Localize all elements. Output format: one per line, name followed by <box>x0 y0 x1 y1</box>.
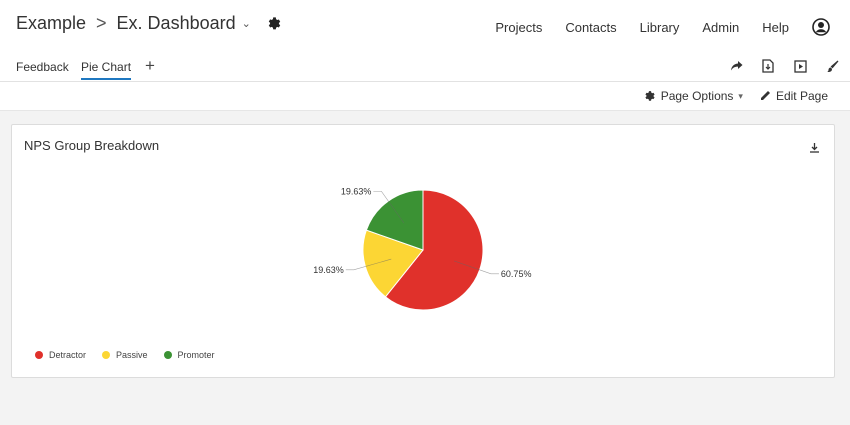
pie-chart: 60.75% 19.63% 19.63% <box>313 186 532 311</box>
page-options-label: Page Options <box>660 89 734 103</box>
dashboard-name[interactable]: Ex. Dashboard <box>116 13 236 33</box>
legend-swatch <box>35 351 43 359</box>
dashboard-toolbar <box>712 58 840 74</box>
pencil-icon <box>760 91 770 100</box>
breadcrumb-project[interactable]: Example <box>16 13 87 33</box>
nav-projects[interactable]: Projects <box>495 19 543 35</box>
tab-pie-chart[interactable]: Pie Chart <box>81 60 132 80</box>
legend-item-promoter[interactable]: Promoter <box>163 350 215 360</box>
breadcrumb-separator: > <box>96 13 107 33</box>
add-tab-button[interactable]: + <box>145 56 155 75</box>
data-label-detractor: 60.75% <box>501 269 532 279</box>
chevron-down-icon[interactable]: ⌄ <box>241 18 251 30</box>
share-icon[interactable] <box>728 58 744 74</box>
edit-page-button[interactable]: Edit Page <box>759 89 828 103</box>
nav-contacts[interactable]: Contacts <box>565 19 617 35</box>
present-icon[interactable] <box>792 58 808 74</box>
legend-label: Passive <box>116 350 148 360</box>
legend-label: Detractor <box>49 350 87 360</box>
widget-title: NPS Group Breakdown <box>24 138 160 153</box>
page-options-button[interactable]: Page Options ▾ <box>644 89 743 103</box>
paint-brush-icon[interactable] <box>824 58 840 74</box>
page-options-bar: Page Options ▾ Edit Page <box>0 82 850 111</box>
chart-legend: Detractor Passive Promoter <box>35 350 231 360</box>
nps-widget: NPS Group Breakdown 60.75% 19.63% 19.63% D… <box>11 124 835 378</box>
gear-icon <box>645 91 655 101</box>
legend-swatch <box>163 351 172 359</box>
main-nav: Projects Contacts Library Admin Help <box>495 18 850 36</box>
download-icon[interactable] <box>809 140 820 158</box>
nav-admin[interactable]: Admin <box>702 19 740 35</box>
legend-item-detractor[interactable]: Detractor <box>35 350 86 360</box>
breadcrumb: Example > Ex. Dashboard ⌄ <box>16 13 282 34</box>
legend-swatch <box>102 351 111 359</box>
legend-label: Promoter <box>177 350 215 360</box>
export-icon[interactable] <box>760 58 776 74</box>
leader-line <box>345 258 392 271</box>
leader-line <box>454 260 499 275</box>
chevron-down-icon: ▾ <box>738 90 743 101</box>
nav-library[interactable]: Library <box>639 19 680 35</box>
data-label-passive: 19.63% <box>313 265 344 275</box>
nav-help[interactable]: Help <box>762 19 789 35</box>
data-label-promoter: 19.63% <box>341 186 372 196</box>
leader-line <box>373 190 405 224</box>
gear-icon[interactable] <box>267 16 282 31</box>
tab-feedback[interactable]: Feedback <box>16 60 69 74</box>
user-profile-icon[interactable] <box>812 18 830 36</box>
legend-item-passive[interactable]: Passive <box>102 350 148 360</box>
tab-bar: Feedback Pie Chart + <box>0 50 850 82</box>
top-header: Example > Ex. Dashboard ⌄ Projects Conta… <box>0 0 850 50</box>
edit-page-label: Edit Page <box>775 89 828 103</box>
